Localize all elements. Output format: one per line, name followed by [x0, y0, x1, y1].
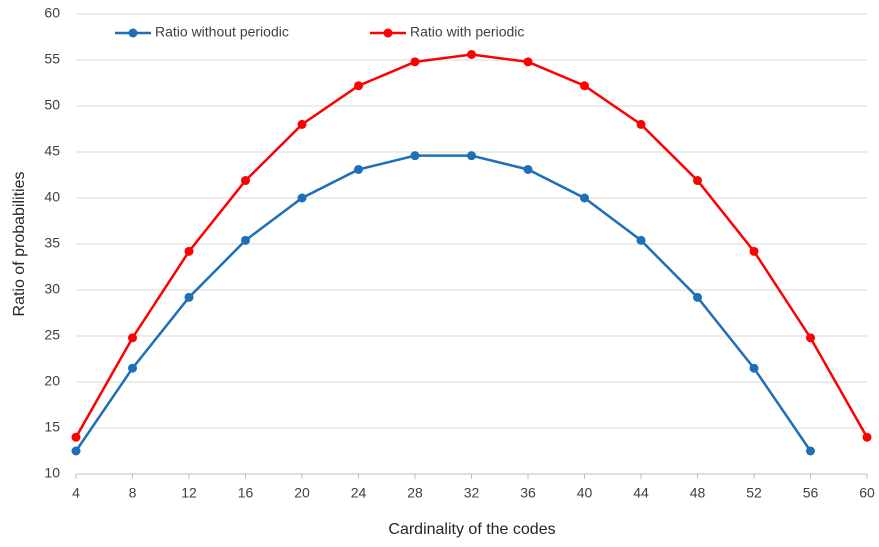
data-point	[580, 81, 589, 91]
data-point	[693, 176, 702, 186]
x-tick-label: 32	[464, 485, 480, 501]
data-point	[297, 119, 307, 129]
data-point	[128, 333, 137, 343]
data-point	[241, 176, 250, 186]
legend-marker	[383, 28, 393, 38]
y-tick-label: 30	[44, 281, 60, 297]
data-point	[467, 151, 476, 161]
legend-marker	[128, 28, 138, 38]
data-point	[467, 49, 476, 59]
data-point	[184, 246, 194, 256]
data-point	[806, 446, 815, 456]
series-line	[74, 154, 812, 452]
y-tick-label: 15	[44, 419, 60, 435]
series-line	[74, 53, 869, 438]
data-point	[71, 432, 81, 442]
data-point	[693, 292, 702, 302]
y-axis-title: Ratio of probabilities	[11, 172, 28, 317]
y-tick-label: 25	[44, 327, 60, 343]
x-tick-label: 40	[577, 485, 593, 501]
data-point	[354, 164, 363, 174]
x-tick-label: 12	[181, 485, 197, 501]
y-tick-label: 50	[44, 97, 60, 113]
data-point	[71, 446, 81, 456]
legend-label: Ratio without periodic	[155, 24, 289, 40]
x-tick-label: 4	[72, 485, 80, 501]
data-point	[636, 235, 646, 245]
y-tick-label: 10	[44, 465, 60, 481]
data-point	[749, 363, 759, 373]
y-tick-label: 45	[44, 143, 60, 159]
data-point	[749, 246, 759, 256]
data-point	[806, 333, 815, 343]
x-tick-label: 20	[294, 485, 310, 501]
y-tick-label: 40	[44, 189, 60, 205]
x-tick-label: 56	[803, 485, 819, 501]
x-axis-title: Cardinality of the codes	[388, 521, 555, 538]
legend-label: Ratio with periodic	[410, 24, 524, 40]
data-point	[354, 81, 363, 91]
x-tick-label: 48	[690, 485, 706, 501]
data-point	[636, 119, 646, 129]
x-tick-label: 16	[238, 485, 254, 501]
x-tick-label: 60	[859, 485, 875, 501]
x-tick-label: 52	[746, 485, 762, 501]
x-tick-label: 8	[129, 485, 137, 501]
x-tick-label: 44	[633, 485, 649, 501]
data-point	[523, 164, 533, 174]
x-tick-label: 24	[351, 485, 367, 501]
data-point	[410, 151, 420, 161]
data-point	[241, 235, 250, 245]
y-tick-label: 60	[44, 5, 60, 21]
y-tick-label: 35	[44, 235, 60, 251]
y-tick-label: 55	[44, 51, 60, 67]
data-point	[184, 292, 194, 302]
data-point	[410, 57, 420, 67]
y-tick-label: 20	[44, 373, 60, 389]
data-point	[128, 363, 137, 373]
data-point	[523, 57, 533, 67]
x-tick-label: 28	[407, 485, 423, 501]
data-point	[862, 432, 872, 442]
data-point	[580, 193, 589, 203]
x-tick-label: 36	[520, 485, 536, 501]
data-point	[297, 193, 307, 203]
